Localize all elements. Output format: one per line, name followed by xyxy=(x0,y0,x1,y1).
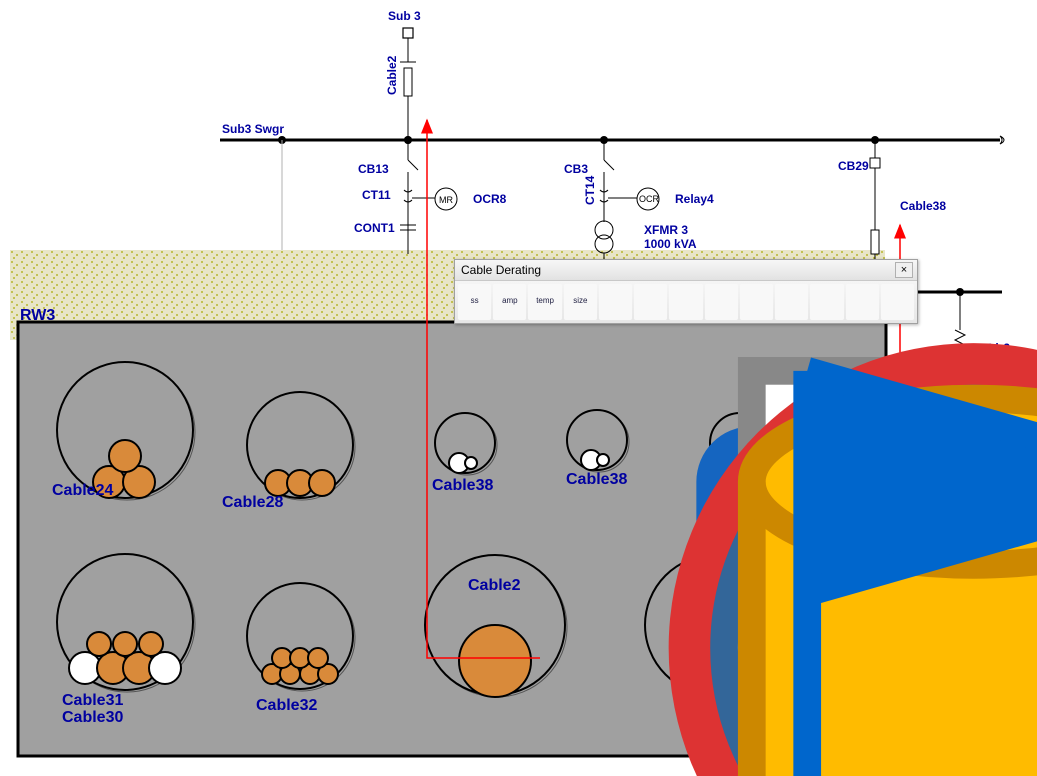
sub3-swgr-label: Sub3 Swgr xyxy=(222,122,284,136)
toolbar-body: °Cssamptempsize°C xyxy=(455,281,917,323)
cb29-label: CB29 xyxy=(838,159,869,173)
rw3-label: RW3 xyxy=(20,307,55,324)
cable-derating-toolbar[interactable]: Cable Derating × °Cssamptempsize°C xyxy=(454,259,918,324)
conduit-label: Cable30 xyxy=(62,709,123,726)
cable-core xyxy=(309,470,335,496)
cb3-label: CB3 xyxy=(564,162,588,176)
cable-core xyxy=(139,632,163,656)
xfmr3-rating: 1000 kVA xyxy=(644,237,697,251)
cable-core xyxy=(308,648,328,668)
cable2-top-label: Cable2 xyxy=(385,55,399,95)
ct14-label: CT14 xyxy=(583,175,597,205)
cable-core xyxy=(113,632,137,656)
flag-btn[interactable] xyxy=(881,284,914,320)
diagram-canvas: Sub 3 Cable2 Sub3 Swgr CB13 CT11 CONT1 M… xyxy=(0,0,1037,776)
ocr8-label: OCR8 xyxy=(473,192,507,206)
cable38-right-label: Cable38 xyxy=(900,199,946,213)
relay4-label: Relay4 xyxy=(675,192,714,206)
conduit-label: Cable31 xyxy=(62,692,123,709)
cable-core xyxy=(149,652,181,684)
conduit-label: Cable28 xyxy=(222,494,283,511)
cont1-label: CONT1 xyxy=(354,221,395,235)
svg-text:MR: MR xyxy=(439,195,453,205)
conduit-label: Cable24 xyxy=(52,482,113,499)
sub3-label: Sub 3 xyxy=(388,9,421,23)
ct11-label: CT11 xyxy=(362,188,391,202)
cb13-label: CB13 xyxy=(358,162,389,176)
xfmr3-label: XFMR 3 xyxy=(644,223,688,237)
conduit-label: Cable32 xyxy=(256,697,317,714)
cable-core xyxy=(109,440,141,472)
cable-core xyxy=(87,632,111,656)
svg-text:OCR: OCR xyxy=(639,194,660,204)
